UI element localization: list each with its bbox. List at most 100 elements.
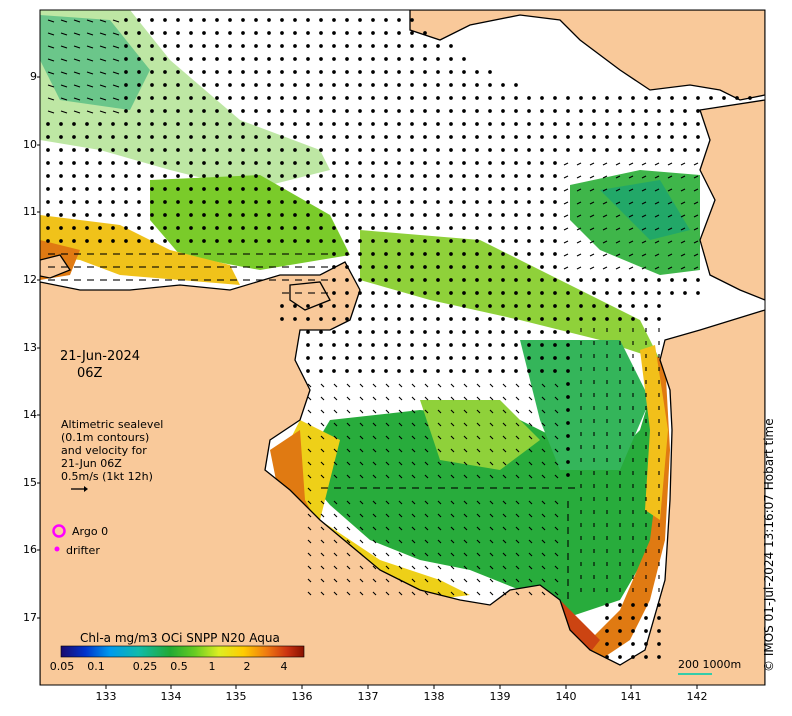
velocity-arrow — [176, 200, 180, 204]
velocity-arrow — [605, 135, 609, 139]
velocity-arrow — [528, 591, 533, 596]
velocity-arrow — [566, 122, 570, 126]
velocity-arrow — [306, 317, 310, 321]
velocity-scale-arrowhead — [84, 486, 88, 492]
velocity-arrow — [554, 435, 559, 440]
velocity-arrow — [99, 58, 107, 62]
velocity-arrow — [579, 148, 583, 152]
velocity-arrow — [628, 214, 634, 218]
velocity-arrow — [397, 122, 401, 126]
velocity-arrow — [46, 148, 50, 152]
velocity-arrow — [60, 84, 68, 88]
velocity-arrow — [514, 239, 518, 243]
velocity-arrow — [423, 70, 427, 74]
velocity-arrow — [280, 122, 284, 126]
velocity-arrow — [423, 317, 427, 321]
velocity-arrow — [345, 96, 349, 100]
velocity-arrow — [602, 266, 608, 270]
velocity-arrow — [423, 122, 427, 126]
velocity-arrow — [527, 109, 531, 113]
velocity-arrow — [515, 474, 520, 479]
velocity-arrow — [346, 526, 351, 531]
velocity-arrow — [462, 304, 466, 308]
velocity-arrow — [436, 239, 440, 243]
velocity-arrow — [410, 109, 414, 113]
velocity-arrow — [112, 110, 120, 114]
velocity-arrow — [241, 239, 245, 243]
velocity-arrow — [371, 356, 375, 360]
velocity-arrow — [163, 122, 167, 126]
velocity-arrow — [462, 174, 466, 178]
velocity-arrow — [280, 239, 284, 243]
velocity-arrow — [73, 32, 81, 36]
velocity-arrow — [280, 83, 284, 87]
velocity-arrow — [476, 396, 481, 401]
velocity-arrow — [398, 591, 403, 596]
velocity-arrow — [280, 317, 284, 321]
velocity-arrow — [553, 161, 557, 165]
velocity-arrow — [371, 174, 375, 178]
velocity-arrow — [602, 201, 608, 205]
velocity-arrow — [615, 201, 621, 205]
velocity-arrow — [667, 214, 673, 218]
velocity-arrow — [124, 122, 128, 126]
velocity-arrow — [254, 83, 258, 87]
velocity-arrow — [228, 135, 232, 139]
velocity-arrow — [424, 448, 429, 453]
velocity-arrow — [589, 201, 595, 205]
velocity-arrow — [59, 122, 63, 126]
velocity-arrow — [306, 148, 310, 152]
velocity-arrow — [176, 226, 180, 230]
velocity-arrow — [332, 135, 336, 139]
velocity-arrow — [385, 591, 390, 596]
velocity-arrow — [437, 539, 442, 544]
velocity-arrow — [436, 317, 440, 321]
velocity-arrow — [59, 200, 63, 204]
velocity-arrow — [202, 122, 206, 126]
velocity-arrow — [693, 266, 699, 270]
velocity-arrow — [488, 83, 492, 87]
velocity-arrow — [563, 188, 569, 192]
velocity-arrow — [371, 265, 375, 269]
velocity-arrow — [384, 343, 388, 347]
velocity-arrow — [59, 226, 63, 230]
altimetry-note: Altimetric sealevel (0.1m contours) and … — [61, 418, 163, 483]
velocity-arrow — [320, 422, 325, 427]
velocity-arrow — [437, 513, 442, 518]
velocity-arrow — [579, 96, 583, 100]
velocity-arrow — [515, 383, 520, 388]
velocity-arrow — [137, 44, 141, 48]
velocity-arrow — [554, 461, 559, 466]
velocity-arrow — [449, 291, 453, 295]
velocity-arrow — [398, 383, 403, 388]
velocity-arrow — [411, 448, 416, 453]
velocity-arrow — [450, 565, 455, 570]
velocity-arrow — [540, 330, 544, 334]
velocity-arrow — [696, 135, 700, 139]
velocity-arrow — [306, 369, 310, 373]
velocity-arrow — [475, 278, 479, 282]
velocity-arrow — [371, 122, 375, 126]
velocity-arrow — [410, 369, 414, 373]
velocity-arrow — [540, 317, 544, 321]
velocity-arrow — [215, 213, 219, 217]
velocity-arrow — [267, 174, 271, 178]
velocity-arrow — [462, 200, 466, 204]
velocity-arrow — [541, 513, 546, 518]
velocity-arrow — [215, 174, 219, 178]
velocity-arrow — [489, 422, 494, 427]
velocity-arrow — [528, 461, 533, 466]
velocity-arrow — [540, 148, 544, 152]
velocity-arrow — [397, 148, 401, 152]
velocity-arrow — [463, 565, 468, 570]
velocity-arrow — [86, 110, 94, 114]
velocity-arrow — [333, 539, 338, 544]
velocity-arrow — [657, 603, 661, 607]
velocity-arrow — [397, 330, 401, 334]
velocity-arrow — [163, 187, 167, 191]
velocity-arrow — [424, 565, 429, 570]
velocity-arrow — [554, 500, 559, 505]
velocity-arrow — [566, 434, 570, 438]
velocity-arrow — [306, 70, 310, 74]
velocity-arrow — [670, 109, 674, 113]
